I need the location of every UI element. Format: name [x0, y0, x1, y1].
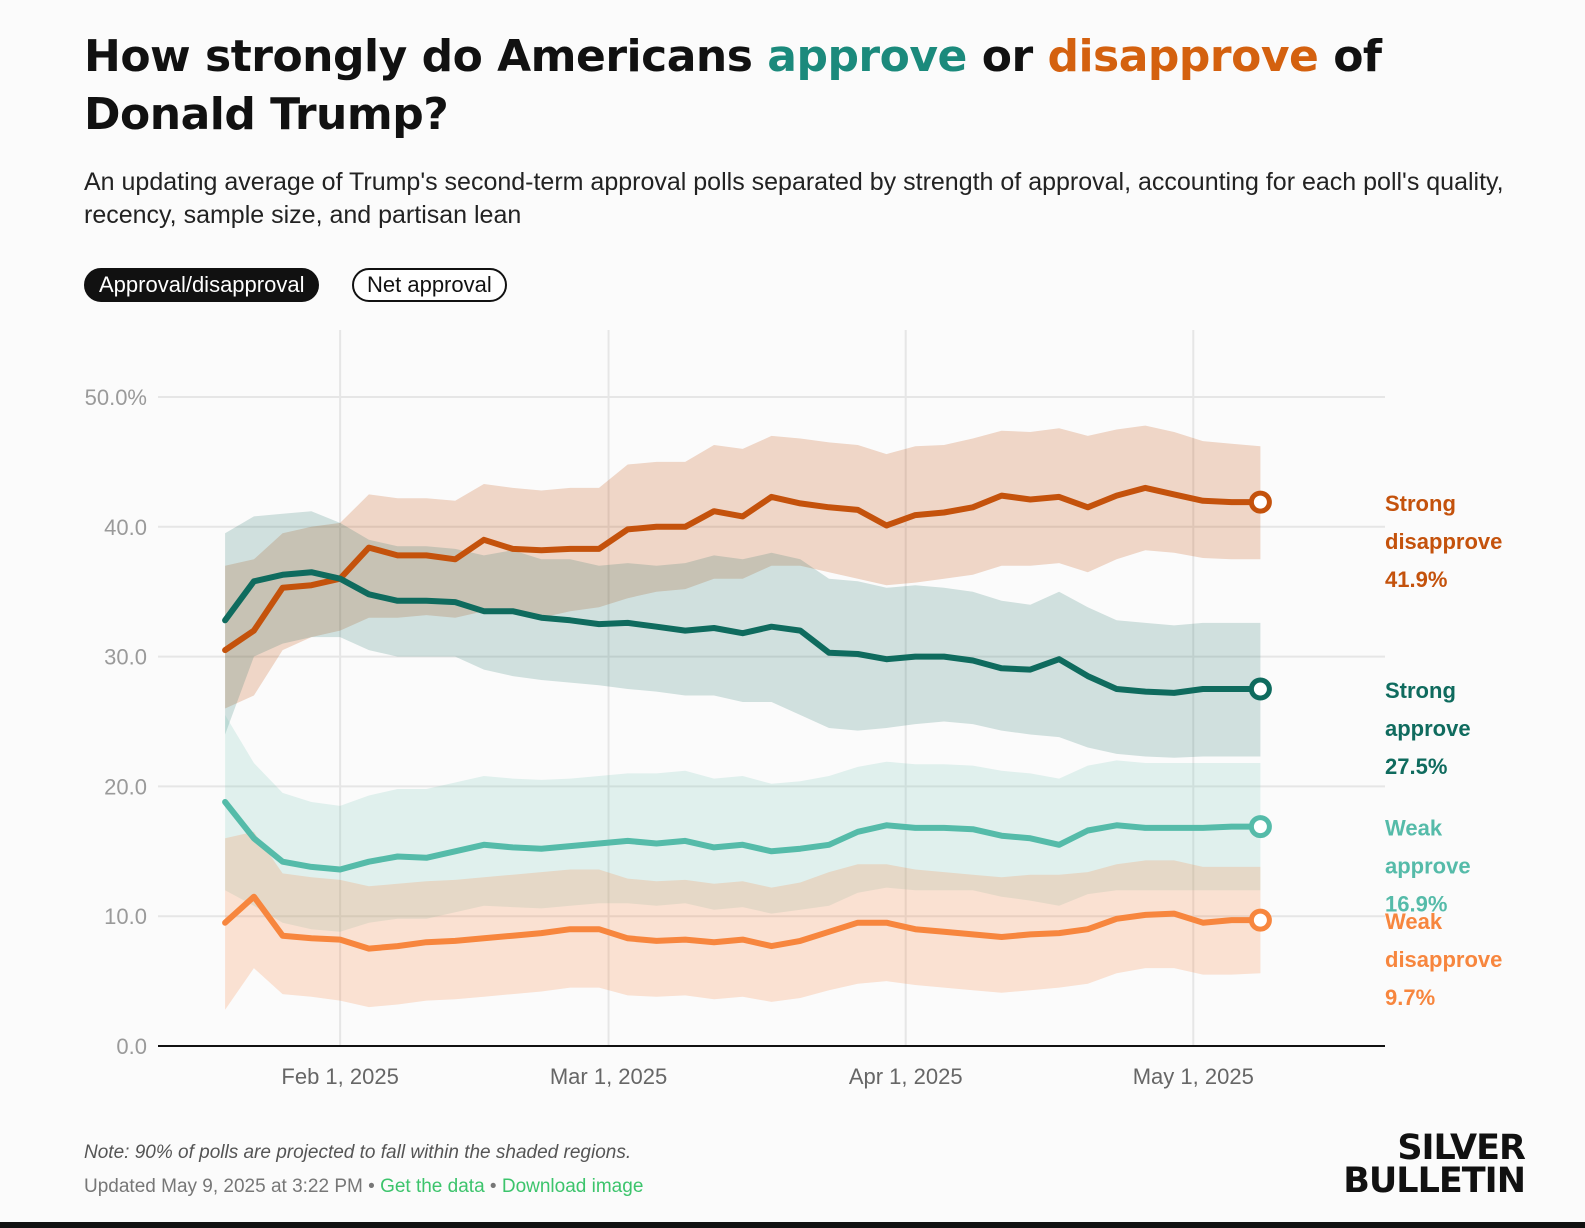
x-tick-label: May 1, 2025: [1133, 1064, 1254, 1089]
separator: •: [489, 1176, 497, 1197]
updated-timestamp: Updated May 9, 2025 at 3:22 PM: [84, 1176, 363, 1197]
title-disapprove-word: disapprove: [1047, 31, 1319, 82]
series-line: [222, 484, 1264, 654]
bottom-bar: [0, 1222, 1585, 1228]
series-line: [222, 799, 1264, 873]
footer-line: Updated May 9, 2025 at 3:22 PM • Get the…: [84, 1176, 643, 1198]
footnote: Note: 90% of polls are projected to fall…: [84, 1142, 632, 1163]
end-label: disapprove: [1385, 947, 1502, 972]
end-point-marker: [1248, 677, 1272, 701]
x-tick-label: Feb 1, 2025: [281, 1064, 398, 1089]
x-tick-label: Apr 1, 2025: [849, 1064, 963, 1089]
title-part-5: of Donald Trump?: [84, 31, 1382, 140]
end-point-marker: [1248, 908, 1272, 932]
chart-axes: 0.0 10.0 20.0 30.0 40.0 50.0% Feb 1, 2025 Mar 1…: [85, 385, 1385, 1089]
y-tick-label: 50.0%: [85, 385, 147, 410]
toggle-approval-disapproval[interactable]: Approval/disapproval: [84, 268, 320, 302]
y-tick-label: 20.0: [104, 774, 147, 799]
series-line: [222, 893, 1264, 952]
end-label: Strong: [1385, 491, 1456, 516]
end-label: 27.5%: [1385, 754, 1447, 779]
series-lines: [222, 484, 1272, 952]
end-label: 41.9%: [1385, 567, 1447, 592]
logo-line-1: SILVER: [1397, 1128, 1526, 1168]
toggle-net-approval[interactable]: Net approval: [352, 268, 507, 302]
silver-bulletin-logo: SILVER BULLETIN: [1340, 1128, 1526, 1201]
y-tick-label: 40.0: [104, 515, 147, 540]
end-label: 16.9%: [1385, 892, 1447, 917]
y-tick-label: 10.0: [104, 904, 147, 929]
title-part-3: or: [966, 31, 1048, 82]
end-label: approve: [1385, 716, 1471, 741]
get-data-link[interactable]: Get the data: [380, 1176, 485, 1197]
confidence-band: [225, 715, 1261, 932]
y-tick-label: 30.0: [104, 645, 147, 670]
end-label: Weak: [1385, 909, 1443, 934]
end-label: Strong: [1385, 678, 1456, 703]
end-point-marker: [1248, 815, 1272, 839]
end-point-marker: [1248, 490, 1272, 514]
approval-line-chart: 0.0 10.0 20.0 30.0 40.0 50.0% Feb 1, 2025 Mar 1…: [85, 330, 1502, 1089]
logo-line-2: BULLETIN: [1343, 1161, 1526, 1201]
title-part-1: How strongly do Americans: [84, 31, 768, 82]
title-approve-word: approve: [767, 31, 967, 82]
confidence-band: [225, 831, 1261, 1010]
chart-title: How strongly do Americans approve or dis…: [84, 28, 1524, 144]
x-tick-label: Mar 1, 2025: [550, 1064, 667, 1089]
end-label: Weak: [1385, 816, 1443, 841]
end-label: disapprove: [1385, 529, 1502, 554]
series-line: [222, 569, 1264, 696]
end-label: 9.7%: [1385, 985, 1435, 1010]
separator: •: [368, 1176, 375, 1197]
chart-subtitle: An updating average of Trump's second-te…: [84, 168, 1504, 229]
end-labels: Strong disapprove 41.9% Strong approve 27.5% W…: [1385, 491, 1502, 1010]
end-label: approve: [1385, 854, 1471, 879]
y-tick-label: 0.0: [116, 1034, 147, 1059]
download-image-link[interactable]: Download image: [501, 1176, 644, 1197]
